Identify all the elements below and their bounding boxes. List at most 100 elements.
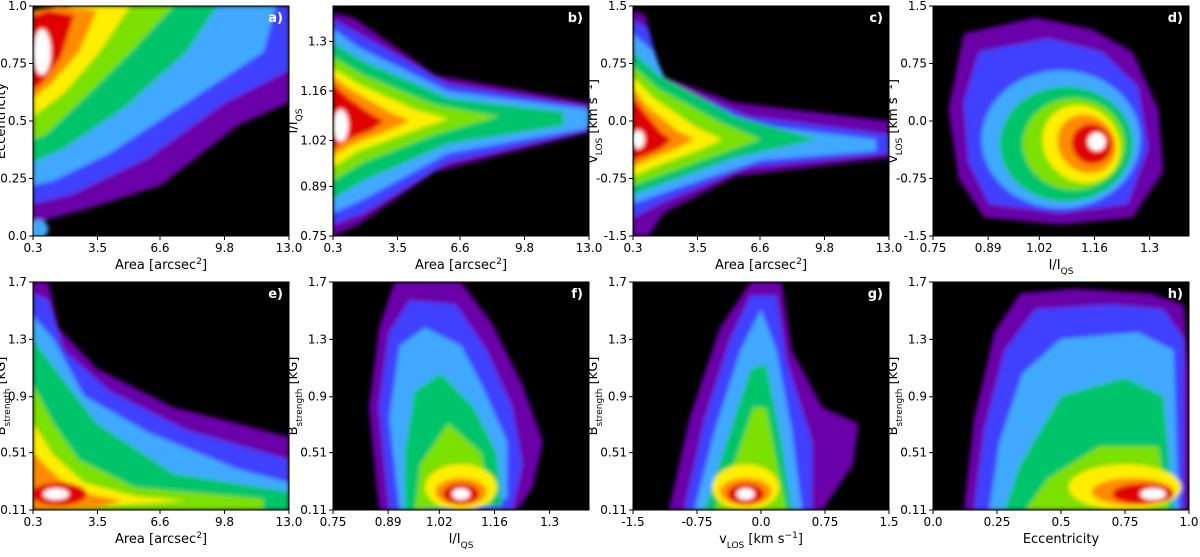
x-tick-label: 1.02 bbox=[1026, 241, 1053, 255]
x-tick-label: 0.3 bbox=[323, 241, 342, 255]
y-tick-label: 1.7 bbox=[608, 275, 627, 289]
x-tick-label: 6.6 bbox=[150, 515, 169, 529]
density-level-9 bbox=[43, 488, 69, 500]
y-tick-label: 0.0 bbox=[608, 114, 627, 128]
x-tick-label: 1.5 bbox=[879, 515, 898, 529]
density-level-5 bbox=[33, 384, 264, 510]
panel-e: 0.3 3.5 6.6 9.8 13.0 0.11 0.51 0.9 1.3 1.7 e) Area … bbox=[0, 275, 302, 547]
density-map bbox=[948, 17, 1164, 225]
x-tick-label: -1.5 bbox=[621, 515, 644, 529]
y-tick-label: 1.5 bbox=[908, 0, 927, 13]
y-tick-label: 0.9 bbox=[308, 390, 327, 404]
x-tick-label: 9.8 bbox=[215, 241, 234, 255]
y-tick-label: 0.9 bbox=[908, 390, 927, 404]
y-tick-label: 1.3 bbox=[8, 332, 27, 346]
y-axis-label: I/IQS bbox=[286, 108, 305, 133]
panel-label: f) bbox=[571, 287, 583, 302]
y-tick-label: 0.75 bbox=[300, 229, 327, 243]
x-tick-label: 3.5 bbox=[388, 241, 407, 255]
y-tick-label: 1.3 bbox=[608, 332, 627, 346]
density-map bbox=[33, 6, 289, 236]
x-tick-label: 0.75 bbox=[920, 241, 947, 255]
x-tick-label: 0.25 bbox=[984, 515, 1011, 529]
y-tick-label: 0.11 bbox=[0, 503, 27, 517]
x-axis-label: Area [arcsec2] bbox=[715, 257, 807, 273]
x-axis-label: Area [arcsec2] bbox=[115, 531, 207, 547]
density-level-3 bbox=[33, 219, 49, 236]
y-tick-label: 1.3 bbox=[308, 34, 327, 48]
density-level-9 bbox=[1140, 488, 1166, 500]
x-axis-label: Area [arcsec2] bbox=[115, 257, 207, 273]
x-tick-label: 0.5 bbox=[1051, 515, 1070, 529]
panel-c: 0.3 3.5 6.6 9.8 13.0 -1.5 -0.75 0.0 0.75 1.5 c) Are… bbox=[585, 0, 902, 273]
density-level-4 bbox=[33, 339, 289, 510]
panel-g: -1.5 -0.75 0.0 0.75 1.5 0.11 0.51 0.9 1.3 1.7 g) vL… bbox=[586, 275, 899, 551]
y-tick-label: 0.0 bbox=[8, 229, 27, 243]
panel-label: a) bbox=[268, 11, 283, 26]
x-tick-label: 0.0 bbox=[751, 515, 770, 529]
y-axis-label: vLOS [km s−1] bbox=[585, 79, 605, 163]
density-map bbox=[633, 10, 889, 236]
y-tick-label: 0.9 bbox=[8, 390, 27, 404]
panel-f: 0.75 0.89 1.02 1.16 1.3 0.11 0.51 0.9 1.3 1.7 f) I/… bbox=[286, 275, 590, 551]
panel-label: g) bbox=[868, 287, 883, 302]
y-tick-label: 0.89 bbox=[300, 179, 327, 193]
x-tick-label: 9.8 bbox=[215, 515, 234, 529]
y-tick-label: 0.51 bbox=[600, 446, 627, 460]
x-tick-label: 1.0 bbox=[1179, 515, 1198, 529]
x-axis-label: Eccentricity bbox=[1023, 532, 1100, 547]
panel-label: e) bbox=[268, 287, 283, 302]
y-axis-label: Bstrength [kG] bbox=[886, 357, 905, 436]
x-tick-label: 0.3 bbox=[23, 241, 42, 255]
panel-label: b) bbox=[568, 11, 583, 26]
y-axis-label: Bstrength [kG] bbox=[586, 357, 605, 436]
x-tick-label: 6.6 bbox=[150, 241, 169, 255]
y-tick-label: 0.11 bbox=[900, 503, 927, 517]
density-map bbox=[33, 282, 289, 510]
density-level-9 bbox=[633, 130, 645, 149]
y-tick-label: -1.5 bbox=[604, 229, 627, 243]
y-tick-label: -1.5 bbox=[904, 229, 927, 243]
plot-frame bbox=[332, 5, 590, 237]
x-tick-label: 0.75 bbox=[812, 515, 839, 529]
y-tick-label: 0.5 bbox=[8, 114, 27, 128]
panel-label: d) bbox=[1168, 11, 1183, 26]
plot-frame bbox=[32, 281, 290, 511]
panel-a: 0.3 3.5 6.6 9.8 13.0 0.0 0.25 0.5 0.75 1.0 a) Area … bbox=[0, 0, 302, 273]
y-axis-label: Eccentricity bbox=[0, 83, 9, 160]
panel-b: 0.3 3.5 6.6 9.8 13.0 0.75 0.89 1.02 1.16 1.3 b) Are… bbox=[286, 5, 602, 273]
y-tick-label: 0.25 bbox=[0, 172, 27, 186]
density-map bbox=[963, 288, 1189, 510]
x-tick-label: 13.0 bbox=[876, 241, 903, 255]
y-tick-label: 0.51 bbox=[900, 446, 927, 460]
x-axis-label: I/IQS bbox=[449, 532, 474, 551]
x-tick-label: 13.0 bbox=[276, 241, 303, 255]
y-tick-label: 0.75 bbox=[600, 57, 627, 71]
x-tick-label: 0.89 bbox=[975, 241, 1002, 255]
y-tick-label: 0.11 bbox=[600, 503, 627, 517]
panel-d: 0.75 0.89 1.02 1.16 1.3 -1.5 -0.75 0.0 0.75 1.5 d)… bbox=[885, 0, 1190, 277]
y-tick-label: 0.9 bbox=[608, 390, 627, 404]
density-map bbox=[668, 282, 859, 510]
x-tick-label: -0.75 bbox=[681, 515, 712, 529]
x-axis-label: Area [arcsec2] bbox=[415, 257, 507, 273]
y-tick-label: 1.16 bbox=[300, 84, 327, 98]
y-tick-label: 0.11 bbox=[300, 503, 327, 517]
density-map bbox=[368, 282, 543, 510]
y-axis-label: Bstrength [kG] bbox=[286, 357, 305, 436]
y-tick-label: 1.02 bbox=[300, 133, 327, 147]
y-tick-label: -0.75 bbox=[596, 172, 627, 186]
y-axis-label: vLOS [km s−1] bbox=[885, 79, 905, 163]
x-tick-label: 3.5 bbox=[688, 241, 707, 255]
x-axis-label: vLOS [km s−1] bbox=[719, 531, 803, 551]
x-tick-label: 1.3 bbox=[540, 515, 559, 529]
y-tick-label: 1.7 bbox=[308, 275, 327, 289]
y-tick-label: 1.5 bbox=[608, 0, 627, 13]
x-tick-label: 1.3 bbox=[1140, 241, 1159, 255]
panel-label: c) bbox=[869, 11, 883, 26]
y-axis-label: Bstrength [kG] bbox=[0, 357, 13, 436]
y-tick-label: 0.51 bbox=[300, 446, 327, 460]
x-axis-label: I/IQS bbox=[1049, 258, 1074, 277]
density-level-9 bbox=[452, 488, 470, 500]
x-tick-label: 0.75 bbox=[320, 515, 347, 529]
